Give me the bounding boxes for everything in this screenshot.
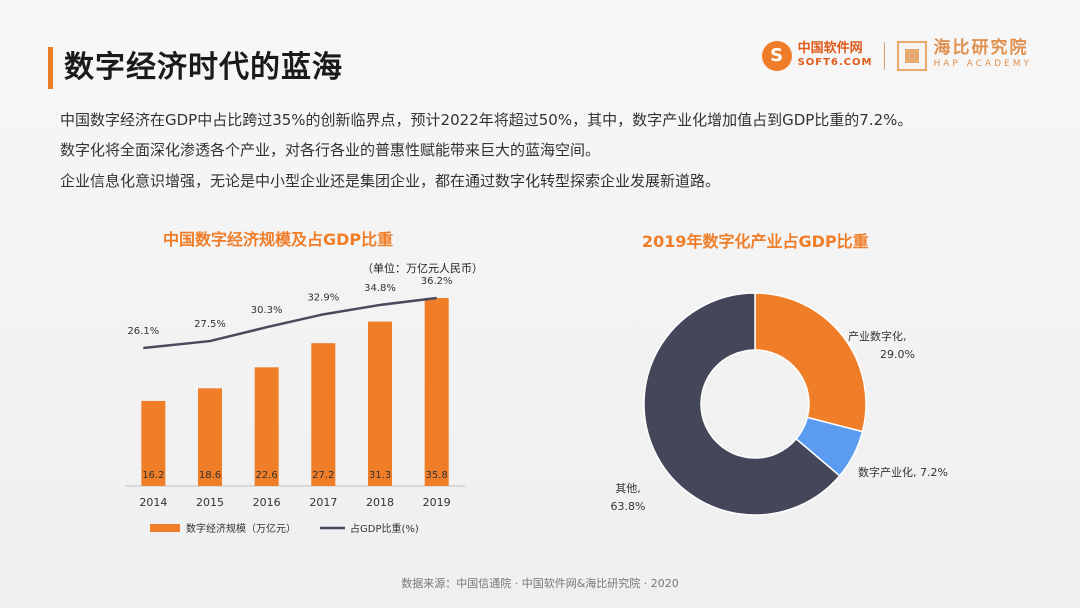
soft6-logo-text: 中国软件网 SOFT6.COM xyxy=(798,42,873,70)
title-accent-bar xyxy=(48,47,53,89)
hap-logo-text: 海比研究院 HAP ACADEMY xyxy=(933,40,1032,72)
bar-value-label-2015: 18.6 xyxy=(199,470,221,481)
bar-2017 xyxy=(311,343,336,486)
line-value-label-2017: 32.9% xyxy=(307,292,339,303)
bar-value-label-2016: 22.6 xyxy=(256,470,278,481)
donut-chart-title: 2019年数字化产业占GDP比重 xyxy=(642,232,869,251)
legend-swatch-bar xyxy=(150,524,180,532)
bar-2019 xyxy=(424,298,449,486)
hap-logo: 海比研究院 HAP ACADEMY xyxy=(897,40,1032,72)
line-value-label-2016: 30.3% xyxy=(251,305,283,316)
bar-value-label-2019: 35.8 xyxy=(426,470,448,481)
line-value-label-2019: 36.2% xyxy=(421,276,453,287)
bar-value-label-2018: 31.3 xyxy=(369,470,391,481)
x-tick-label-2016: 2016 xyxy=(253,496,281,509)
bar-chart-title: 中国数字经济规模及占GDP比重 xyxy=(163,230,394,249)
x-tick-label-2018: 2018 xyxy=(366,496,394,509)
logo-divider xyxy=(884,42,886,70)
bar-2018 xyxy=(368,321,392,486)
paragraph-3: 企业信息化意识增强，无论是中小型企业还是集团企业，都在通过数字化转型探索企业发展… xyxy=(60,172,721,190)
bar-2015 xyxy=(198,388,222,486)
paragraph-2: 数字化将全面深化渗透各个产业，对各行各业的普惠性赋能带来巨大的蓝海空间。 xyxy=(60,141,601,159)
hap-logo-en: HAP ACADEMY xyxy=(933,59,1032,69)
bar-value-label-2014: 16.2 xyxy=(142,470,164,481)
x-tick-label-2014: 2014 xyxy=(139,496,167,509)
soft6-logo-icon: S xyxy=(761,41,792,71)
soft6-logo-cn: 中国软件网 xyxy=(797,41,863,56)
line-value-label-2018: 34.8% xyxy=(364,283,396,294)
x-tick-label-2015: 2015 xyxy=(196,496,224,509)
data-source-footer: 数据来源：中国信通院 · 中国软件网&海比研究院 · 2020 xyxy=(401,577,679,590)
paragraph-1: 中国数字经济在GDP中占比跨过35%的创新临界点，预计2022年将超过50%，其… xyxy=(60,111,913,129)
soft6-logo: S 中国软件网 SOFT6.COM xyxy=(761,41,873,71)
x-tick-label-2019: 2019 xyxy=(423,496,451,509)
bar-value-label-2017: 27.2 xyxy=(312,470,334,481)
x-tick-label-2017: 2017 xyxy=(309,496,337,509)
bar-2016 xyxy=(254,367,279,486)
bar-chart-unit: （单位：万亿元人民币） xyxy=(362,262,483,275)
hap-logo-icon xyxy=(897,41,928,71)
legend-label-bar: 数字经济规模（万亿元） xyxy=(186,522,296,535)
line-value-label-2015: 27.5% xyxy=(194,319,226,330)
gdp-share-line xyxy=(143,296,437,350)
page-title: 数字经济时代的蓝海 xyxy=(64,50,343,85)
line-value-label-2014: 26.1% xyxy=(127,326,159,337)
bar-2014 xyxy=(141,400,166,486)
legend-label-line: 占GDP比重(%) xyxy=(350,522,419,535)
logo-group: S 中国软件网 SOFT6.COM 海比研究院 HAP ACADEMY xyxy=(761,40,1032,72)
soft6-logo-en: SOFT6.COM xyxy=(797,57,873,68)
hap-logo-cn: 海比研究院 xyxy=(933,38,1029,58)
